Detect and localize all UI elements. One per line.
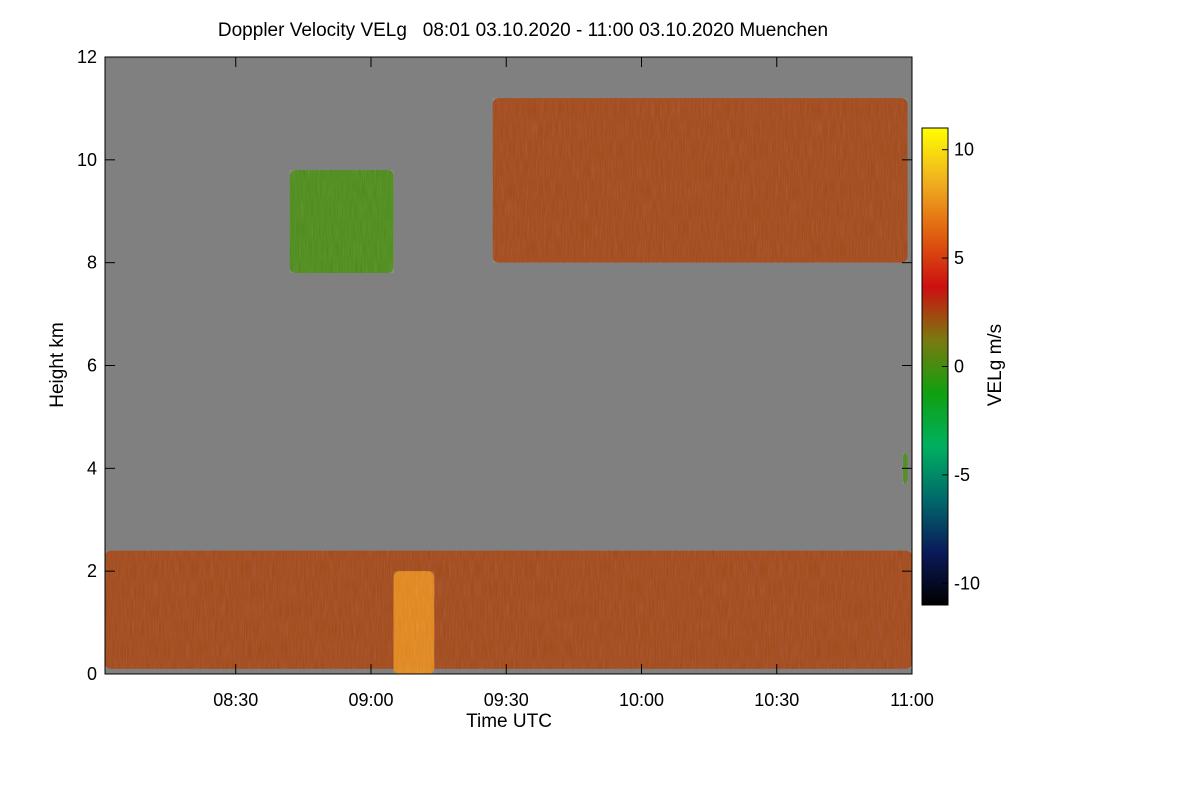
x-axis-label: Time UTC (466, 711, 552, 732)
y-axis-label: Height km (47, 322, 68, 408)
y-tick-label: 0 (87, 664, 97, 684)
x-tick-label: 10:30 (754, 690, 799, 710)
colorbar-tick-label: -10 (954, 573, 980, 593)
colorbar-label: VELg m/s (985, 324, 1006, 406)
colorbar-tick-label: 0 (954, 357, 964, 377)
updraft-plume (393, 571, 435, 674)
x-tick-label: 11:00 (890, 690, 934, 710)
cirrus-cloud-2 (492, 98, 908, 263)
colorbar-tick-label: -5 (954, 465, 970, 485)
x-tick-label: 10:00 (619, 690, 664, 710)
x-tick-label: 09:30 (484, 690, 529, 710)
cirrus-cloud-1 (289, 170, 394, 273)
chart-title: Doppler Velocity VELg 08:01 03.10.2020 -… (217, 20, 829, 41)
y-tick-label: 6 (87, 356, 97, 376)
x-tick-label: 09:00 (348, 690, 393, 710)
x-tick-label: 08:30 (213, 690, 258, 710)
boundary-layer (105, 550, 912, 669)
y-tick-label: 10 (77, 150, 97, 170)
colorbar-tick-label: 5 (954, 248, 964, 268)
y-tick-label: 8 (87, 253, 97, 273)
y-tick-label: 12 (77, 47, 97, 67)
y-tick-label: 4 (87, 458, 97, 478)
colorbar-tick-label: 10 (954, 140, 974, 160)
y-tick-label: 2 (87, 561, 97, 581)
